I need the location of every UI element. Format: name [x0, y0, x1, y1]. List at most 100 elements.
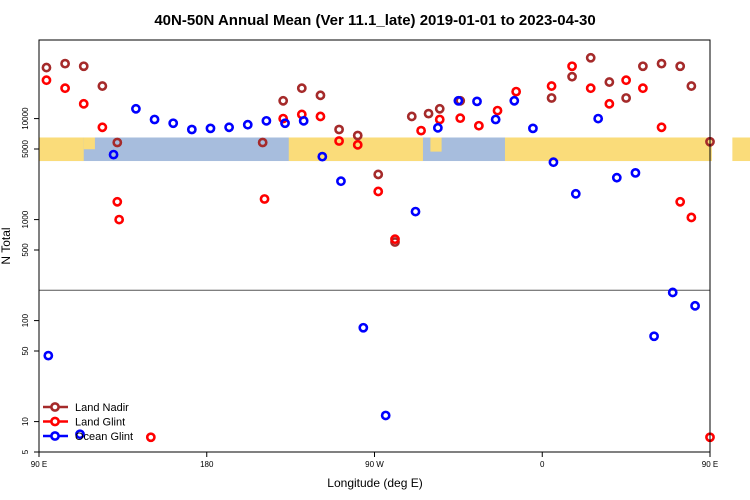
ocean-glint-point	[149, 114, 160, 125]
ocean-glint-point	[453, 95, 464, 106]
x-tick-label: 90 W	[365, 460, 384, 469]
land-nadir-point	[60, 58, 70, 69]
y-axis-label: N Total	[0, 227, 13, 264]
map-land	[504, 137, 712, 162]
legend-label: Land Nadir	[75, 402, 129, 414]
land-glint-point	[675, 196, 686, 207]
land-nadir-point	[604, 77, 615, 87]
land-glint-point	[41, 75, 52, 86]
land-glint-point	[390, 234, 400, 245]
land-nadir-point	[97, 81, 108, 91]
ocean-glint-point	[570, 188, 581, 199]
land-glint-point	[78, 98, 89, 109]
y-tick-label: 10	[21, 417, 30, 426]
ocean-glint-point	[509, 95, 520, 106]
land-glint-point	[145, 432, 156, 443]
land-nadir-point	[675, 61, 686, 72]
land-glint-point	[352, 139, 363, 150]
land-nadir-point	[585, 52, 596, 63]
land-nadir-point	[686, 81, 697, 91]
ocean-glint-point	[261, 115, 272, 126]
ocean-glint-point	[690, 300, 700, 311]
land-glint-point	[97, 122, 108, 133]
x-tick-label: 0	[540, 460, 545, 469]
x-tick-label: 180	[200, 460, 214, 469]
series-land-nadir	[41, 52, 715, 247]
x-axis: 90 E 180 90 W 0 90 E	[31, 452, 718, 469]
series-land-glint	[41, 61, 715, 443]
ocean-glint-point	[317, 151, 328, 162]
legend: Land Nadir Land Glint Ocean Glint	[43, 402, 133, 443]
ocean-glint-point	[224, 122, 235, 133]
ocean-glint-point	[432, 122, 443, 133]
land-nadir-point	[352, 130, 363, 141]
y-tick-label: 1000	[21, 210, 30, 228]
land-glint-point	[60, 83, 70, 94]
y-tick-label: 500	[21, 243, 30, 257]
y-tick-label: 100	[21, 313, 30, 327]
y-tick-label: 5	[21, 449, 30, 454]
land-nadir-point	[621, 93, 632, 103]
land-nadir-point	[78, 61, 89, 72]
land-nadir-point	[567, 71, 577, 82]
land-glint-point	[473, 120, 484, 131]
land-glint-point	[686, 212, 697, 223]
land-nadir-point	[434, 103, 445, 114]
land-nadir-point	[112, 137, 123, 148]
land-glint-point	[114, 214, 125, 225]
land-glint-point	[604, 98, 615, 109]
x-tick-label: 90 E	[31, 460, 47, 469]
ocean-glint-point	[205, 123, 216, 134]
legend-marker	[50, 402, 60, 412]
land-nadir-point	[296, 83, 307, 94]
land-glint-point	[278, 113, 289, 124]
land-glint-point	[112, 196, 123, 207]
land-nadir-point	[278, 95, 289, 106]
ocean-glint-point	[168, 118, 179, 129]
land-nadir-point	[334, 124, 344, 135]
ocean-glint-point	[131, 103, 141, 114]
ocean-glint-point	[280, 118, 290, 129]
ocean-glint-point	[108, 149, 119, 160]
land-glint-point	[585, 83, 596, 94]
land-nadir-point	[638, 61, 648, 72]
land-nadir-point	[656, 58, 667, 69]
land-nadir-point	[257, 137, 268, 148]
ocean-glint-point	[667, 287, 678, 298]
land-glint-point	[259, 194, 270, 204]
legend-item-land-nadir: Land Nadir	[43, 402, 129, 414]
land-glint-point	[492, 105, 503, 116]
ocean-glint-point	[242, 119, 253, 130]
legend-label: Land Glint	[75, 417, 125, 429]
legend-label: Ocean Glint	[75, 431, 133, 443]
map-strip	[39, 137, 750, 162]
ocean-glint-point	[630, 167, 641, 178]
x-tick-label: 90 E	[702, 460, 718, 469]
y-tick-label: 10000	[21, 107, 30, 130]
land-glint-point	[546, 81, 557, 91]
land-nadir-point	[373, 169, 384, 180]
chart-title: 40N-50N Annual Mean (Ver 11.1_late) 2019…	[154, 12, 595, 29]
map-land	[732, 137, 750, 162]
x-axis-label: Longitude (deg E)	[327, 476, 422, 490]
map-land	[430, 137, 442, 152]
land-nadir-point	[41, 62, 52, 73]
ocean-glint-point	[75, 429, 85, 440]
legend-marker	[50, 416, 60, 427]
land-nadir-point	[546, 93, 557, 103]
land-glint-point	[621, 75, 632, 86]
land-glint-point	[434, 114, 445, 125]
ocean-glint-point	[380, 410, 391, 421]
ocean-glint-point	[43, 350, 54, 361]
map-land	[39, 137, 84, 162]
y-axis: 5 10 50 100 500 1000 5000 10000	[21, 107, 39, 454]
ocean-glint-point	[649, 331, 659, 342]
land-glint-point	[373, 186, 384, 197]
land-glint-point	[334, 136, 344, 146]
land-nadir-point	[423, 108, 434, 119]
data-points	[41, 52, 715, 443]
ocean-glint-point	[611, 172, 622, 183]
land-glint-point	[638, 83, 648, 94]
land-glint-point	[455, 113, 466, 124]
